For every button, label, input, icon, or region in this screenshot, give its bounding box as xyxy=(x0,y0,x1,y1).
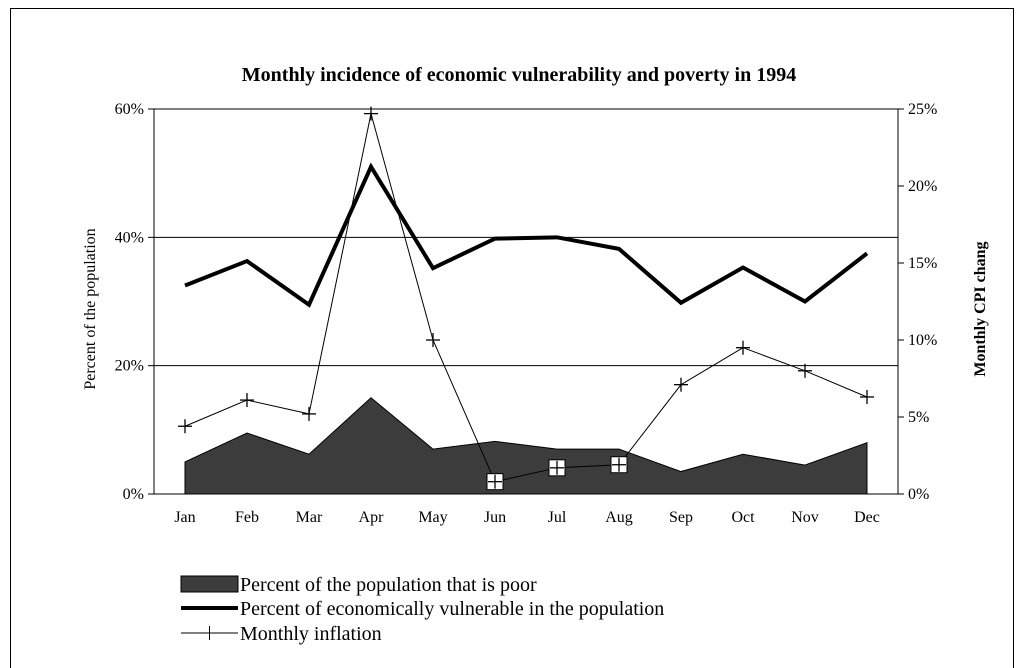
inflation-point xyxy=(548,459,566,477)
x-axis-ticks: Jan Feb Mar Apr May Jun Jul Aug Sep Oct Nov Dec xyxy=(174,509,880,526)
inflation-point xyxy=(364,106,378,121)
vulnerable-line-series xyxy=(184,162,869,308)
x-tick-label: Mar xyxy=(296,509,323,526)
inflation-point xyxy=(860,389,874,404)
inflation-point xyxy=(610,456,628,474)
y-tick-label: 0% xyxy=(123,486,144,503)
legend-swatch-poor xyxy=(180,575,239,593)
inflation-point xyxy=(426,333,440,347)
x-tick-label: Jan xyxy=(174,509,195,526)
inflation-line-series xyxy=(178,106,874,491)
left-axis-ticks: 0% 20% 40% 60% xyxy=(115,101,154,503)
y2-tick-label: 25% xyxy=(908,101,937,118)
y2-tick-label: 15% xyxy=(908,255,937,272)
inflation-point xyxy=(674,377,688,392)
x-tick-label: Sep xyxy=(669,509,693,526)
y2-tick-label: 20% xyxy=(908,178,937,195)
right-axis-ticks: 0% 5% 10% 15% 20% 25% xyxy=(898,101,937,503)
x-tick-label: Feb xyxy=(235,509,259,526)
inflation-point xyxy=(240,393,254,408)
y2-tick-label: 0% xyxy=(908,486,929,503)
axes xyxy=(153,109,899,495)
x-tick-label: Jul xyxy=(548,509,567,526)
inflation-point xyxy=(302,406,316,421)
legend-label-poor: Percent of the population that is poor xyxy=(240,574,537,596)
legend-label-inflation: Monthly inflation xyxy=(240,623,382,645)
poor-area-series xyxy=(184,397,868,495)
x-tick-label: Jun xyxy=(484,509,506,526)
legend-label-vulnerable: Percent of economically vulnerable in th… xyxy=(240,598,664,620)
vulnerable-line xyxy=(184,162,869,308)
inflation-point xyxy=(486,473,504,491)
poor-area xyxy=(184,397,868,495)
legend: Percent of the population that is poor P… xyxy=(180,574,664,645)
y2-tick-label: 10% xyxy=(908,332,937,349)
x-tick-label: Apr xyxy=(359,509,385,526)
chart-frame: Monthly incidence of economic vulnerabil… xyxy=(10,8,1014,668)
y-axis-label: Percent of the population xyxy=(82,228,99,389)
inflation-point xyxy=(178,419,192,434)
y-tick-label: 40% xyxy=(115,229,144,246)
inflation-point xyxy=(736,340,750,355)
chart: Monthly incidence of economic vulnerabil… xyxy=(82,64,989,645)
y2-tick-label: 5% xyxy=(908,409,929,426)
y-tick-label: 60% xyxy=(115,101,144,118)
x-tick-label: Nov xyxy=(791,509,819,526)
y-tick-label: 20% xyxy=(115,358,144,375)
y2-axis-label: Monthly CPI chang xyxy=(972,241,989,376)
x-tick-label: Dec xyxy=(854,509,880,526)
x-tick-label: May xyxy=(418,509,447,526)
inflation-point xyxy=(798,363,812,378)
x-tick-label: Oct xyxy=(731,509,755,526)
inflation-line xyxy=(184,113,868,483)
chart-title: Monthly incidence of economic vulnerabil… xyxy=(242,64,796,86)
x-tick-label: Aug xyxy=(605,509,633,526)
